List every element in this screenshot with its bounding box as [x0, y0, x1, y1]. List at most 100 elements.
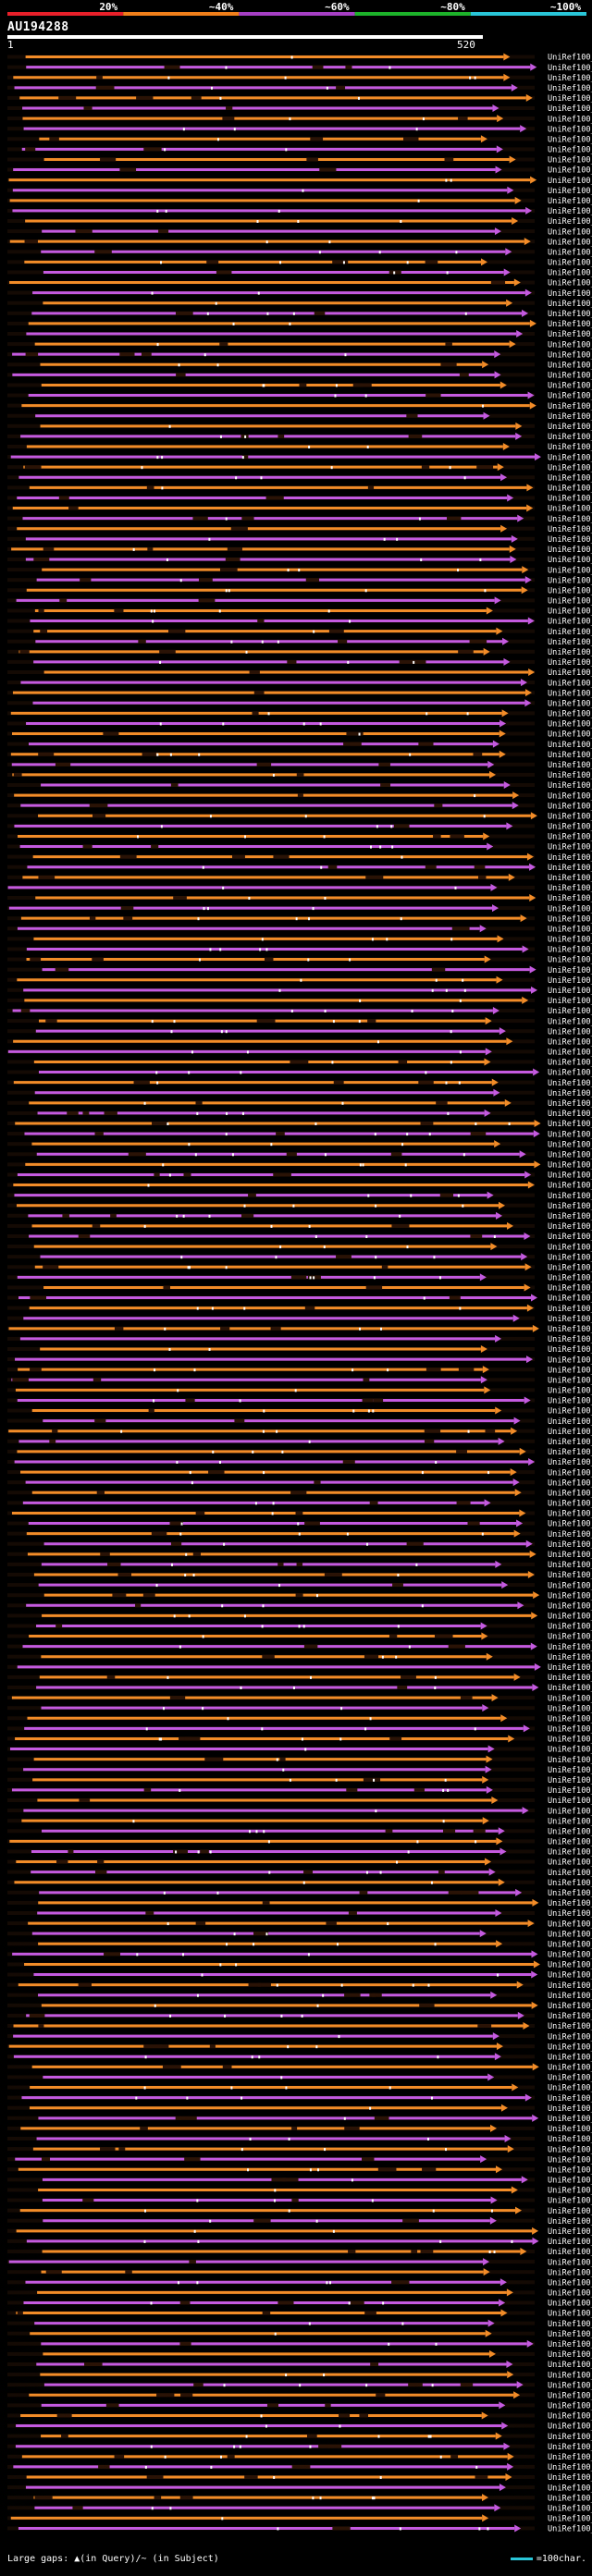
- hit-row[interactable]: UniRef100_B1HF15: [7, 2104, 592, 2114]
- hit-label[interactable]: UniRef100_UPI000...: [548, 1489, 592, 1498]
- hit-row[interactable]: UniRef100_Q0TWD7: [7, 873, 592, 883]
- hit-label[interactable]: UniRef100_A2DQW4: [548, 1601, 592, 1611]
- hit-label[interactable]: UniRef100_Q22514: [548, 791, 592, 801]
- hit-label[interactable]: UniRef100_Q7XUL1: [548, 1079, 592, 1088]
- hit-label[interactable]: UniRef100_Q0UBT6: [548, 1940, 592, 1949]
- hit-label[interactable]: UniRef100_C2BJJ0: [548, 115, 592, 124]
- hit-label[interactable]: UniRef100_Q0TWD7: [548, 874, 592, 883]
- hit-row[interactable]: UniRef100_C4KRT6: [7, 2349, 592, 2360]
- hit-label[interactable]: UniRef100_B6HRS6: [548, 1571, 592, 1580]
- hit-label[interactable]: UniRef100_A6WN69: [548, 2402, 592, 2411]
- hit-label[interactable]: UniRef100_UPI000...: [548, 853, 592, 863]
- hit-row[interactable]: UniRef100_P03101: [7, 2278, 592, 2288]
- hit-row[interactable]: UniRef100_C7MH27: [7, 1765, 592, 1775]
- hit-label[interactable]: UniRef100_Q9UF03: [548, 1786, 592, 1796]
- hit-row[interactable]: UniRef100_B9RLU7: [7, 1499, 592, 1509]
- hit-row[interactable]: UniRef100_D9GVJ2: [7, 822, 592, 832]
- hit-label[interactable]: UniRef100_UPI000...: [548, 1633, 592, 1642]
- hit-row[interactable]: UniRef100_Q1AMY2: [7, 894, 592, 903]
- hit-row[interactable]: UniRef100_UPI000...: [7, 1037, 592, 1047]
- hit-label[interactable]: UniRef100_Q7T4D9: [548, 1827, 592, 1836]
- hit-row[interactable]: UniRef100_C2CH67: [7, 125, 592, 134]
- hit-row[interactable]: UniRef100_A2ZGJ0: [7, 453, 592, 462]
- hit-label[interactable]: UniRef100_C5BB40: [548, 843, 592, 853]
- hit-row[interactable]: UniRef100_A4RGD5: [7, 1345, 592, 1355]
- hit-row[interactable]: UniRef100_A4S8Q5: [7, 1088, 592, 1098]
- hit-label[interactable]: UniRef100_A4X4Y1: [548, 1663, 592, 1673]
- hit-row[interactable]: UniRef100_A6WN69: [7, 2401, 592, 2411]
- hit-label[interactable]: UniRef100_C1DGW9: [548, 1981, 592, 1991]
- hit-label[interactable]: UniRef100_Q3KSS4: [548, 1951, 592, 1960]
- hit-row[interactable]: UniRef100_A9P3A8: [7, 2206, 592, 2216]
- hit-label[interactable]: UniRef100_D8J5E2: [548, 771, 592, 780]
- hit-label[interactable]: UniRef100_UPI000...: [548, 669, 592, 678]
- hit-row[interactable]: UniRef100_B3MLP5: [7, 986, 592, 996]
- hit-row[interactable]: UniRef100_UPI000...: [7, 2299, 592, 2309]
- hit-label[interactable]: UniRef100_P03101: [548, 2278, 592, 2288]
- hit-label[interactable]: UniRef100_B4GDD0: [548, 2423, 592, 2432]
- hit-row[interactable]: UniRef100_C5BB40: [7, 842, 592, 853]
- hit-row[interactable]: UniRef100_A9P3D4: [7, 2176, 592, 2186]
- hit-row[interactable]: UniRef100_B6KHY2: [7, 2226, 592, 2237]
- hit-row[interactable]: UniRef100_Q8KJ94: [7, 1909, 592, 1919]
- hit-row[interactable]: UniRef100_A9P3B0: [7, 2186, 592, 2196]
- hit-label[interactable]: UniRef100_UPI000...: [548, 207, 592, 216]
- hit-row[interactable]: UniRef100_Q2J3C8: [7, 93, 592, 104]
- hit-label[interactable]: UniRef100_UPI000...: [548, 2484, 592, 2493]
- hit-row[interactable]: UniRef100_UPI000...: [7, 945, 592, 955]
- hit-row[interactable]: UniRef100_A6H456: [7, 586, 592, 595]
- hit-row[interactable]: UniRef100_B9HMP9: [7, 2124, 592, 2134]
- hit-row[interactable]: UniRef100_A9TWW3: [7, 1704, 592, 1713]
- hit-row[interactable]: UniRef100_C1DGW9: [7, 1981, 592, 1991]
- hit-label[interactable]: UniRef100_A4ETG2: [548, 1233, 592, 1242]
- hit-label[interactable]: UniRef100_A9P3A8: [548, 2207, 592, 2216]
- hit-label[interactable]: UniRef100_B5DR37: [548, 2515, 592, 2524]
- hit-label[interactable]: UniRef100_Q4DQW4: [548, 1510, 592, 1519]
- hit-row[interactable]: UniRef100_Q7T4D9: [7, 1827, 592, 1836]
- hit-row[interactable]: UniRef100_C3Y8T7: [7, 2114, 592, 2124]
- hit-row[interactable]: UniRef100_Q47UN2: [7, 155, 592, 166]
- hit-row[interactable]: UniRef100_D8J5E2: [7, 770, 592, 780]
- hit-row[interactable]: UniRef100_Q5I1R6: [7, 566, 592, 575]
- hit-label[interactable]: UniRef100_B2HNQ3: [548, 1161, 592, 1171]
- hit-row[interactable]: UniRef100_UPI000...: [7, 463, 592, 472]
- hit-row[interactable]: UniRef100_A9PFH0: [7, 2319, 592, 2329]
- hit-label[interactable]: UniRef100_UPI000...: [548, 1110, 592, 1119]
- hit-row[interactable]: UniRef100_UPI000...: [7, 2042, 592, 2052]
- hit-label[interactable]: UniRef100_Q5SPM4: [548, 1889, 592, 1898]
- hit-row[interactable]: UniRef100_D39266: [7, 556, 592, 565]
- hit-row[interactable]: UniRef100_Q62QF7-2: [7, 350, 592, 360]
- hit-row[interactable]: UniRef100_A7SMS7: [7, 914, 592, 924]
- hit-label[interactable]: UniRef100_B6H3W8: [548, 1581, 592, 1590]
- hit-label[interactable]: UniRef100_A5E9N0: [548, 473, 592, 483]
- hit-label[interactable]: UniRef100_A6H456: [548, 586, 592, 595]
- hit-label[interactable]: UniRef100_UPI000...: [548, 1458, 592, 1467]
- hit-label[interactable]: UniRef100_Q95740: [548, 485, 592, 494]
- hit-row[interactable]: UniRef100_Q41645: [7, 514, 592, 524]
- hit-label[interactable]: UniRef100_Q6V1L7: [548, 2217, 592, 2226]
- hit-label[interactable]: UniRef100_Q1AMY2: [548, 894, 592, 903]
- hit-row[interactable]: UniRef100_A6LN1Z: [7, 248, 592, 257]
- hit-row[interactable]: UniRef100_A3SEN0: [7, 2411, 592, 2422]
- hit-label[interactable]: UniRef100_UPI000...: [548, 1623, 592, 1632]
- hit-label[interactable]: UniRef100_C8VTG6: [548, 2443, 592, 2452]
- hit-row[interactable]: UniRef100_B3DBP4: [7, 1745, 592, 1755]
- hit-label[interactable]: UniRef100_Q7MDC7: [548, 1387, 592, 1396]
- hit-row[interactable]: UniRef100_B0Q7H0: [7, 135, 592, 144]
- hit-row[interactable]: UniRef100_C8VTG6: [7, 2442, 592, 2452]
- hit-row[interactable]: UniRef100_A2BDZ0: [7, 1797, 592, 1806]
- hit-label[interactable]: UniRef100_A9P3A9: [548, 2197, 592, 2206]
- hit-row[interactable]: UniRef100_B1RIMO: [7, 781, 592, 791]
- hit-row[interactable]: UniRef100_C8WGM5: [7, 627, 592, 637]
- hit-row[interactable]: UniRef100_A8LGC9: [7, 740, 592, 750]
- hit-label[interactable]: UniRef100_B5DXL6: [548, 320, 592, 329]
- hit-label[interactable]: UniRef100_B8BFC3: [548, 1992, 592, 2001]
- hit-label[interactable]: UniRef100_Q9XTH4: [548, 1561, 592, 1570]
- hit-row[interactable]: UniRef100_A9BUI6: [7, 1529, 592, 1539]
- hit-row[interactable]: UniRef100_Q6WHW2: [7, 576, 592, 585]
- hit-label[interactable]: UniRef100_Q6AHT0: [548, 2433, 592, 2442]
- hit-label[interactable]: UniRef100_UPI000...: [548, 197, 592, 206]
- hit-label[interactable]: UniRef100_UPI000...: [548, 1315, 592, 1324]
- hit-row[interactable]: UniRef100_A3F1F3: [7, 1735, 592, 1745]
- hit-row[interactable]: UniRef100_C5JTF0: [7, 679, 592, 688]
